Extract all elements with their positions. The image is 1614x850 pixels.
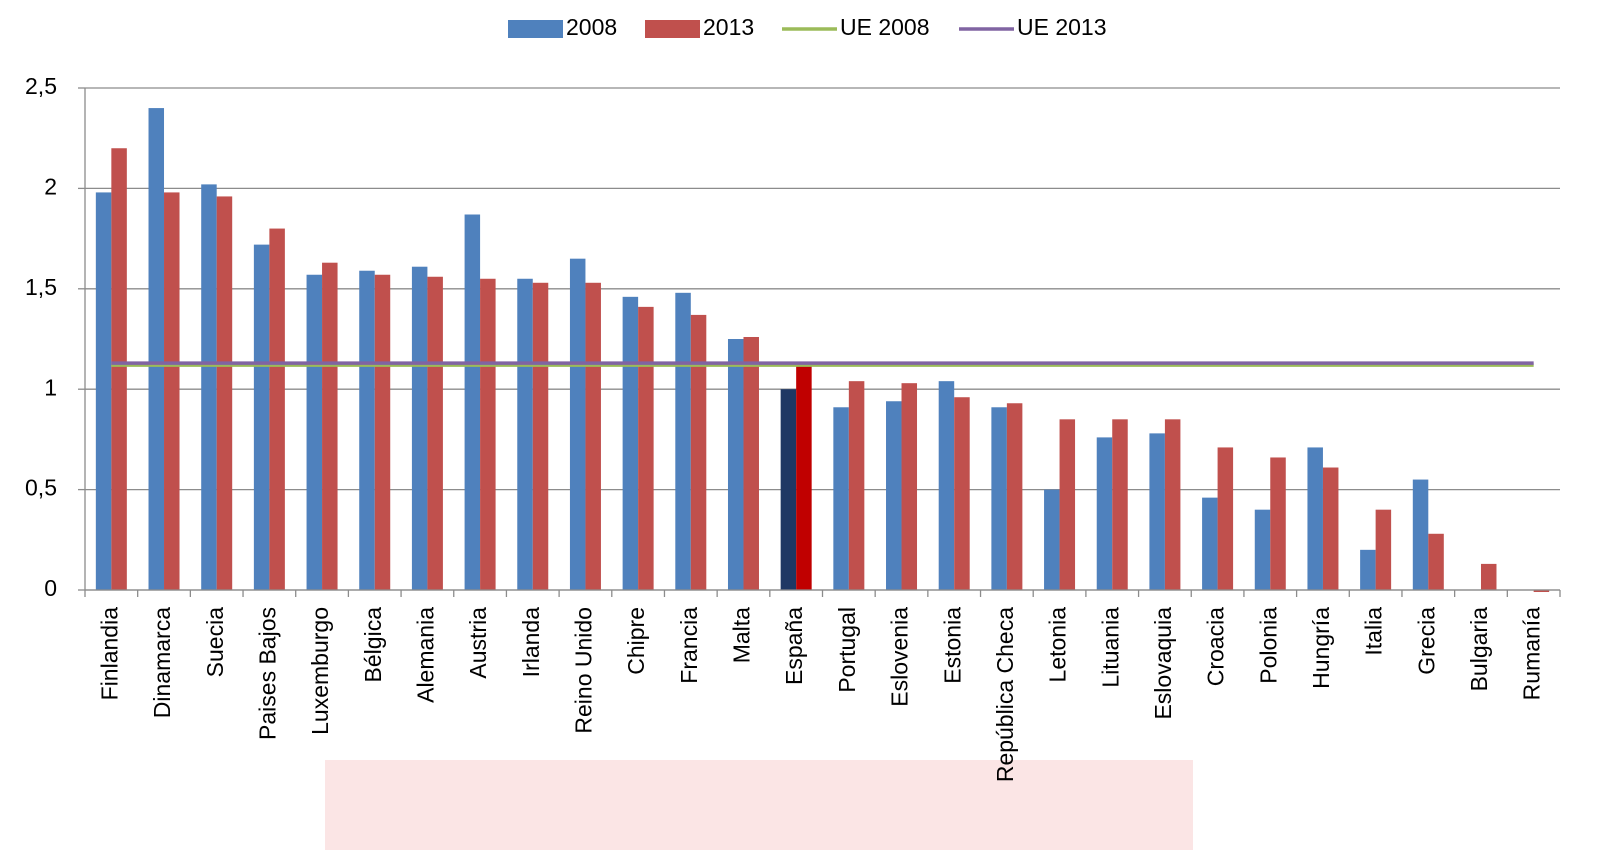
- x-tick-label: Bélgica: [360, 607, 386, 683]
- x-tick-label: Grecia: [1413, 607, 1439, 675]
- bar: [201, 184, 217, 590]
- x-tick-label: Finlandia: [96, 607, 122, 701]
- bar: [1202, 498, 1218, 590]
- bar: [1481, 564, 1497, 590]
- x-tick-label: Italia: [1361, 607, 1387, 656]
- x-tick-label: Malta: [729, 607, 755, 663]
- x-tick-label: Reino Unido: [571, 607, 597, 734]
- legend-label: 2008: [566, 14, 617, 40]
- bar: [1360, 550, 1376, 590]
- legend-swatch: [508, 20, 563, 38]
- y-tick-label: 0: [44, 575, 57, 601]
- bar: [465, 215, 481, 590]
- bar: [1044, 490, 1060, 590]
- bar: [412, 267, 428, 590]
- y-tick-label: 2,5: [25, 73, 57, 99]
- bar: [1097, 437, 1113, 590]
- bar: [728, 339, 744, 590]
- bar: [1165, 419, 1181, 590]
- bar: [954, 397, 970, 590]
- x-tick-label: Eslovaquia: [1150, 607, 1176, 720]
- x-tick-label: Lituania: [1097, 607, 1123, 688]
- bar: [254, 245, 270, 590]
- x-tick-label: Rumanía: [1519, 607, 1545, 701]
- x-tick-label: Eslovenia: [887, 607, 913, 707]
- x-tick-label: Dinamarca: [149, 607, 175, 718]
- x-tick-label: República Checa: [992, 607, 1018, 782]
- bar: [427, 277, 443, 590]
- bar: [849, 381, 865, 590]
- y-tick-label: 1,5: [25, 274, 57, 300]
- x-tick-label: Alemania: [412, 607, 438, 703]
- x-tick-label: Portugal: [834, 607, 860, 693]
- x-tick-label: Letonia: [1045, 607, 1071, 683]
- bar: [359, 271, 375, 590]
- bar: [886, 401, 902, 590]
- bar: [533, 283, 549, 590]
- bar: [675, 293, 691, 590]
- bar: [1149, 433, 1165, 590]
- x-tick-label: Estonia: [939, 607, 965, 684]
- x-tick-label: Hungría: [1308, 607, 1334, 689]
- legend-label: 2013: [703, 14, 754, 40]
- y-tick-label: 1: [44, 374, 57, 400]
- bar: [1270, 457, 1286, 590]
- bar: [1007, 403, 1023, 590]
- bar: [1428, 534, 1444, 590]
- bar: [743, 337, 759, 590]
- bar: [164, 192, 180, 590]
- bar: [1376, 510, 1392, 590]
- bar: [480, 279, 496, 590]
- bar: [939, 381, 955, 590]
- bar: [217, 196, 233, 590]
- bar: [585, 283, 601, 590]
- bar: [1413, 480, 1429, 590]
- x-tick-label: Suecia: [202, 607, 228, 678]
- x-tick-label: Bulgaria: [1466, 607, 1492, 692]
- bar: [833, 407, 849, 590]
- bar: [991, 407, 1007, 590]
- bar: [322, 263, 338, 590]
- x-tick-label: Luxemburgo: [307, 607, 333, 735]
- x-tick-label: España: [781, 607, 807, 685]
- bar: [1307, 447, 1323, 590]
- x-tick-label: Chipre: [623, 607, 649, 675]
- x-tick-label: Croacia: [1203, 607, 1229, 686]
- x-tick-label: Francia: [676, 607, 702, 684]
- x-tick-label: Polonia: [1255, 607, 1281, 684]
- watermark-band: [325, 760, 1193, 850]
- y-tick-label: 2: [44, 173, 57, 199]
- chart: 0 0,5 1 1,5 2 2,5 Finlandia Dinamarca Suecia Pais…: [0, 0, 1614, 850]
- bar: [796, 365, 812, 590]
- bar: [691, 315, 707, 590]
- bar: [375, 275, 391, 590]
- bar: [1323, 468, 1339, 590]
- legend-label: UE 2008: [840, 14, 930, 40]
- bar: [1255, 510, 1271, 590]
- bar: [269, 229, 285, 590]
- x-tick-label: Irlanda: [518, 607, 544, 678]
- bar: [1218, 447, 1234, 590]
- legend-swatch: [645, 20, 700, 38]
- bar: [307, 275, 323, 590]
- y-tick-label: 0,5: [25, 475, 57, 501]
- bar: [902, 383, 918, 590]
- bar: [517, 279, 533, 590]
- x-tick-label: Austria: [465, 607, 491, 679]
- bar: [111, 148, 127, 590]
- bar: [638, 307, 654, 590]
- x-tick-label: Paises Bajos: [254, 607, 280, 740]
- bar: [1060, 419, 1076, 590]
- bar: [623, 297, 639, 590]
- bar: [96, 192, 112, 590]
- legend-label: UE 2013: [1017, 14, 1107, 40]
- bar: [1112, 419, 1128, 590]
- bar: [149, 108, 165, 590]
- bar: [570, 259, 586, 590]
- bar: [781, 389, 797, 590]
